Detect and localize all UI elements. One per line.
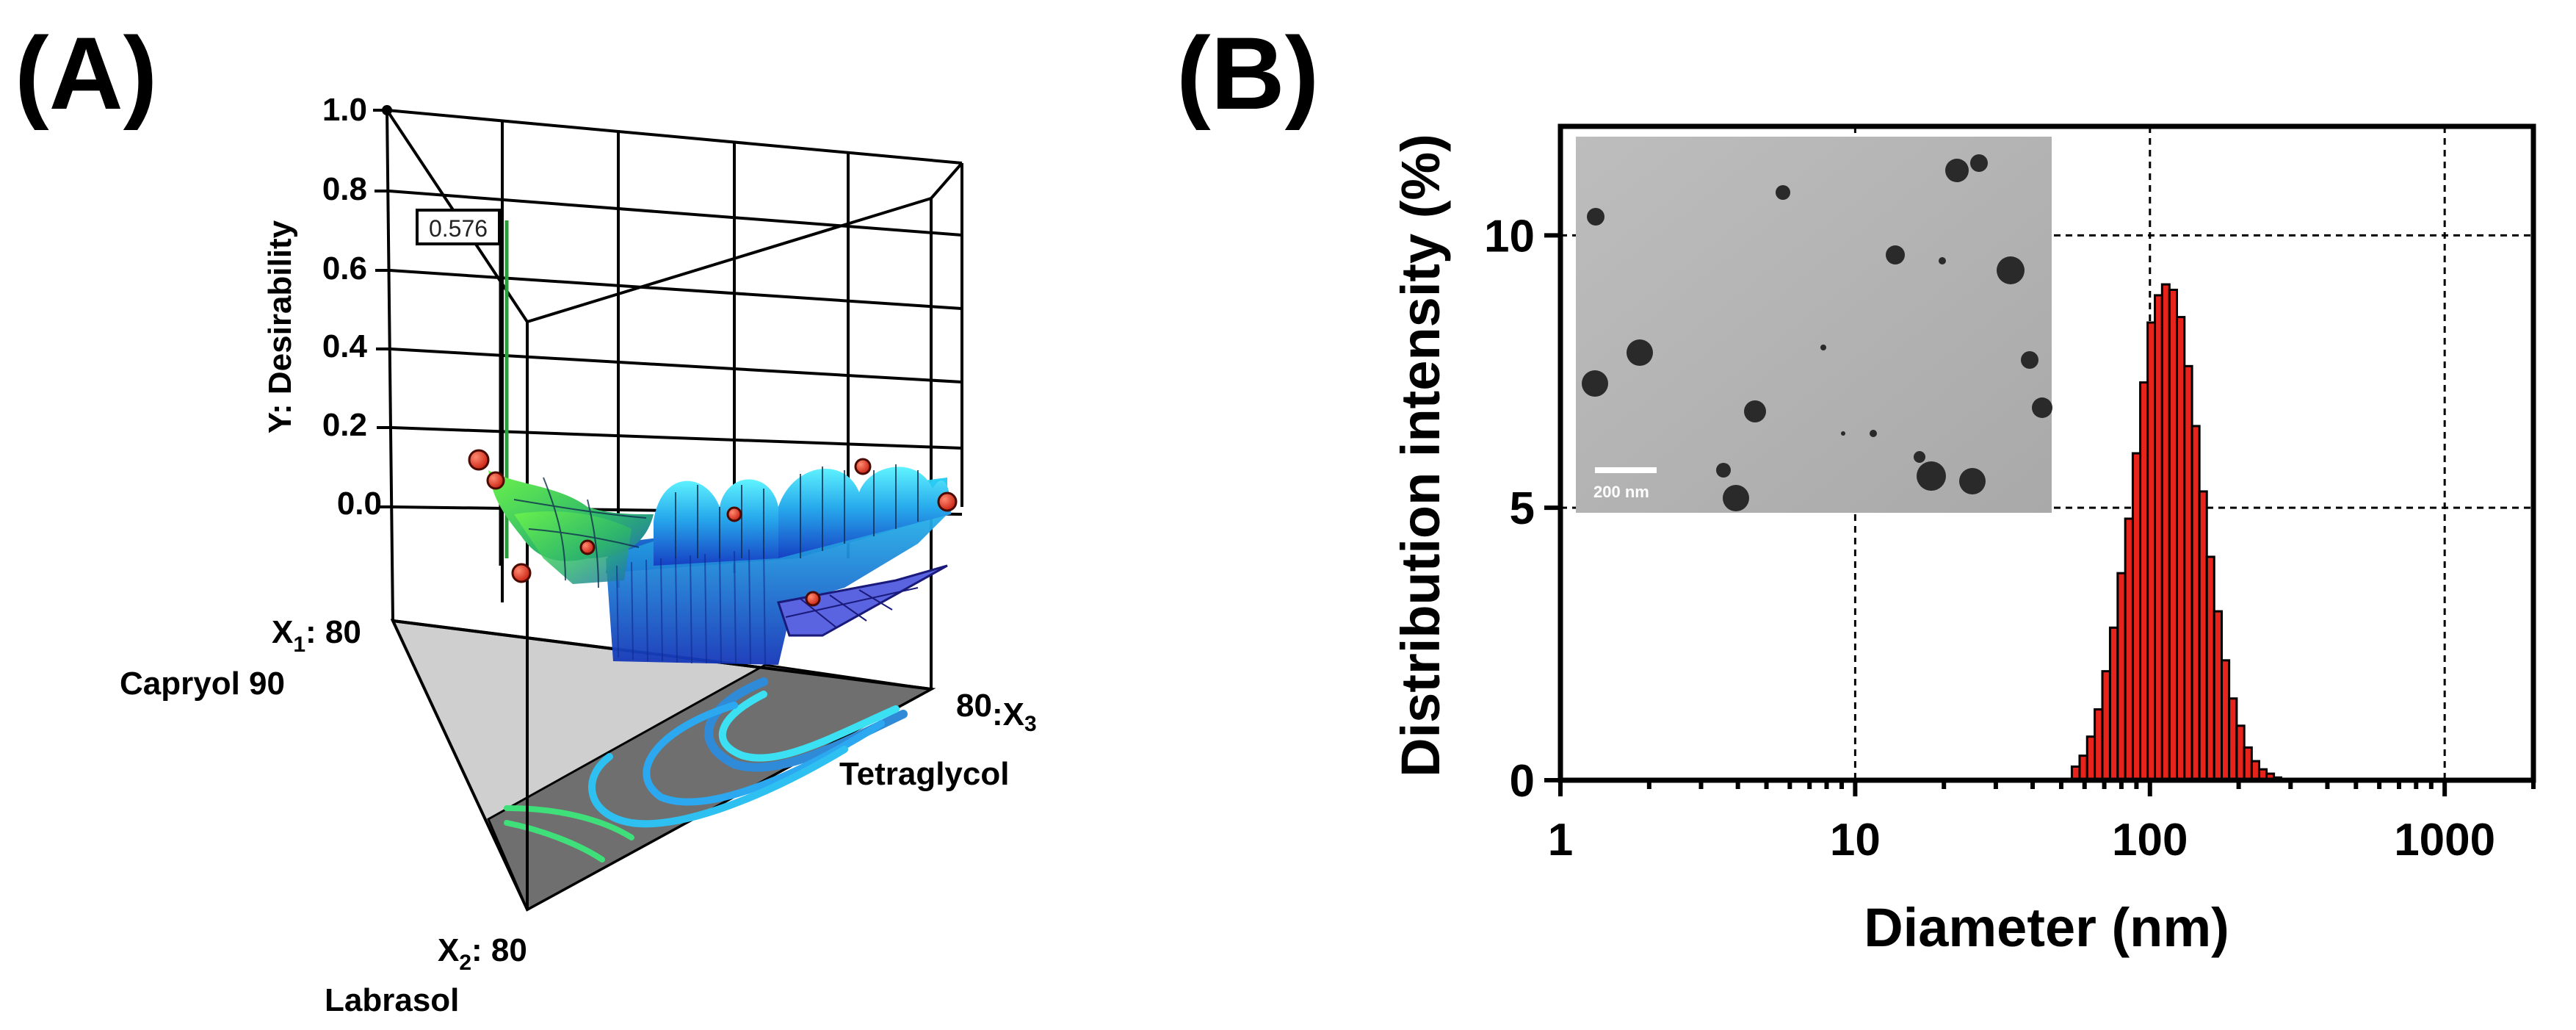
design-point <box>805 591 821 607</box>
panel-a: (A) <box>15 15 1037 1018</box>
y-tick-label: 0.4 <box>322 328 368 364</box>
x1-suffix: : 80 <box>305 614 361 650</box>
design-point <box>854 458 872 475</box>
design-point <box>486 471 505 490</box>
axis-ticks <box>1544 233 2536 796</box>
panel-b-label: (B) <box>1176 15 1319 131</box>
histogram-bar <box>2190 425 2201 782</box>
x1-sym: X <box>272 614 293 650</box>
y-tick-label: 0 <box>1510 756 1535 807</box>
panel-a-label: (A) <box>15 15 157 131</box>
x1-label: X1: 80 <box>272 614 361 657</box>
y-axis-title: Distribution intensity (%) <box>1390 134 1451 777</box>
histogram-bar <box>2183 364 2193 782</box>
optimum-value: 0.576 <box>429 215 488 242</box>
x1-sub: 1 <box>293 633 305 657</box>
scale-bar-label: 200 nm <box>1593 483 1649 501</box>
design-point <box>511 563 532 583</box>
histogram-bar <box>2176 316 2186 782</box>
x-tick-label: 1 <box>1548 815 1573 865</box>
tem-inset: 200 nm <box>1576 137 2052 513</box>
scale-bar <box>1595 467 1657 473</box>
x3-label: 80:X3 <box>956 688 1037 736</box>
y-tick-label: 0.2 <box>322 407 367 443</box>
histogram-bar <box>2228 697 2238 782</box>
histogram-bar <box>2198 490 2208 782</box>
contour-lines <box>504 677 908 862</box>
panel-b: (B) 1 10 100 1000 0 5 10 Diameter (nm) D… <box>1176 15 2536 958</box>
histogram-bar <box>2168 289 2179 782</box>
x2-sym: X <box>438 932 459 968</box>
y-tick-label: 0.0 <box>337 486 382 522</box>
histogram-bar <box>2116 572 2127 782</box>
x-tick-label: 100 <box>2112 815 2188 865</box>
histogram-bar <box>2124 517 2134 782</box>
histogram-bar <box>2205 555 2215 782</box>
histogram-bar <box>2131 452 2142 782</box>
histogram-bar <box>2243 746 2253 782</box>
tem-particles <box>1582 154 2052 511</box>
x2-suffix: : 80 <box>471 932 527 968</box>
x-axis-title: Diameter (nm) <box>1864 897 2229 958</box>
histogram-bar <box>2235 724 2246 782</box>
optimum-label-box <box>416 209 501 245</box>
design-points <box>468 449 958 607</box>
design-point <box>579 539 596 555</box>
y-tick-label: 1.0 <box>322 92 367 128</box>
histogram-bar <box>2221 659 2231 782</box>
x2-component: Labrasol <box>325 982 459 1018</box>
x2-sub: 2 <box>459 951 471 975</box>
histogram-bar <box>2108 626 2119 782</box>
x3-prefix: 80 <box>956 688 992 724</box>
y-tick-label: 0.8 <box>322 171 367 207</box>
x3-sym: :X <box>992 696 1024 732</box>
y-tick-label: 0.6 <box>322 251 367 287</box>
x2-label: X2: 80 <box>438 932 527 975</box>
tem-image <box>1576 137 2052 513</box>
plot-frame <box>1557 123 2536 783</box>
design-point <box>726 506 742 522</box>
response-surface <box>488 464 951 665</box>
optimum-spike: 0.576 <box>416 209 509 566</box>
y-tick-labels: 0 5 10 <box>1484 211 1535 807</box>
design-point <box>937 491 958 512</box>
x3-component: Tetraglycol <box>839 756 1009 792</box>
histogram-bar <box>2213 610 2224 782</box>
y-tick-label: 5 <box>1510 483 1535 534</box>
y-tick-labels: 1.0 0.8 0.6 0.4 0.2 0.0 <box>322 92 382 522</box>
histogram-bar <box>2250 760 2260 782</box>
histogram-bar <box>2139 381 2149 782</box>
y-tick-label: 10 <box>1484 211 1535 262</box>
histogram-bar <box>2085 735 2096 782</box>
histogram-bars <box>2070 283 2283 782</box>
x3-sub: 3 <box>1024 712 1037 736</box>
x-tick-label: 1000 <box>2394 815 2495 865</box>
histogram-bar <box>2101 670 2111 782</box>
x1-component: Capryol 90 <box>120 666 285 702</box>
x-tick-labels: 1 10 100 1000 <box>1548 815 2495 865</box>
histogram-bar <box>2094 708 2104 782</box>
x-tick-label: 10 <box>1830 815 1881 865</box>
y-axis-title: Y: Desirability <box>262 220 298 433</box>
design-point <box>468 449 490 471</box>
histogram-bar <box>2078 755 2088 782</box>
